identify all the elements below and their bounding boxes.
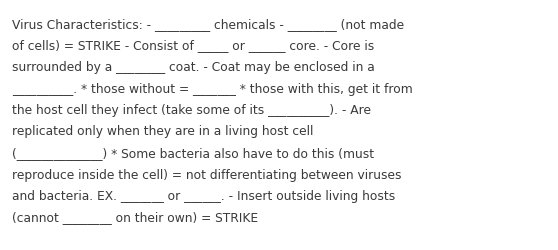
Text: replicated only when they are in a living host cell: replicated only when they are in a livin… xyxy=(12,125,314,138)
Text: of cells) = STRIKE - Consist of _____ or ______ core. - Core is: of cells) = STRIKE - Consist of _____ or… xyxy=(12,39,374,52)
Text: and bacteria. EX. _______ or ______. - Insert outside living hosts: and bacteria. EX. _______ or ______. - I… xyxy=(12,189,395,202)
Text: surrounded by a ________ coat. - Coat may be enclosed in a: surrounded by a ________ coat. - Coat ma… xyxy=(12,61,375,74)
Text: __________. * those without = _______ * those with this, get it from: __________. * those without = _______ * … xyxy=(12,82,413,95)
Text: (cannot ________ on their own) = STRIKE: (cannot ________ on their own) = STRIKE xyxy=(12,211,258,224)
Text: reproduce inside the cell) = not differentiating between viruses: reproduce inside the cell) = not differe… xyxy=(12,168,402,181)
Text: Virus Characteristics: - _________ chemicals - ________ (not made: Virus Characteristics: - _________ chemi… xyxy=(12,18,404,31)
Text: the host cell they infect (take some of its __________). - Are: the host cell they infect (take some of … xyxy=(12,104,371,117)
Text: (______________) * Some bacteria also have to do this (must: (______________) * Some bacteria also ha… xyxy=(12,146,374,159)
